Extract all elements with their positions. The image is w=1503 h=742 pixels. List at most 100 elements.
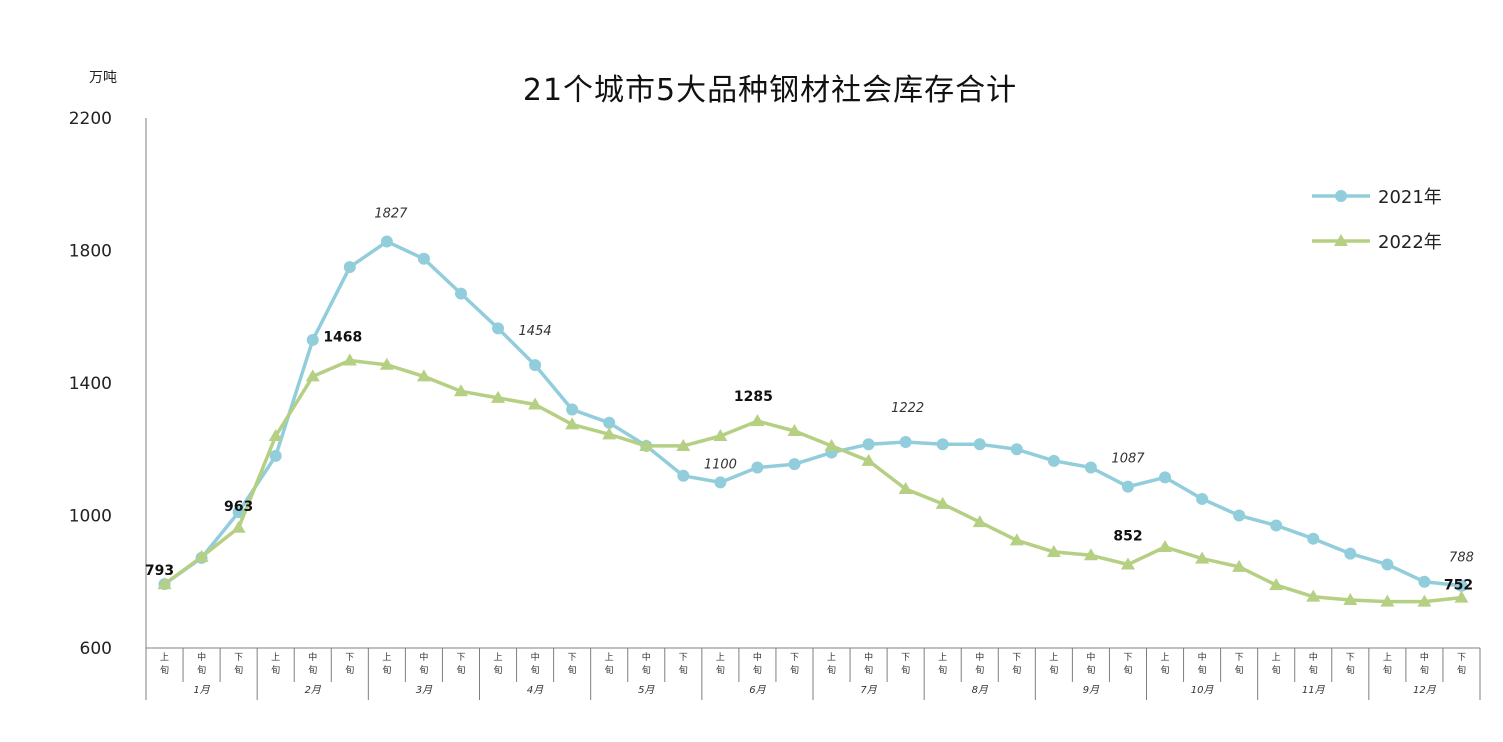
x-tick-label: 旬: [160, 664, 169, 676]
x-tick-label: 中: [308, 651, 317, 663]
x-tick-label: 下: [234, 653, 243, 663]
x-tick-label: 下: [679, 653, 688, 663]
x-tick-label: 上: [1383, 652, 1392, 663]
data-label: 963: [224, 499, 253, 515]
data-point: [1380, 594, 1395, 607]
x-tick-label: 中: [1420, 651, 1429, 663]
x-tick-label: 旬: [1420, 664, 1429, 676]
data-label: 793: [145, 563, 174, 579]
data-point: [973, 438, 986, 451]
x-tick-label: 下: [1235, 653, 1244, 663]
x-tick-label: 中: [753, 651, 762, 663]
data-point: [936, 438, 949, 451]
x-tick-label: 旬: [679, 664, 688, 676]
data-point: [676, 438, 691, 451]
y-unit-label: 万吨: [89, 70, 117, 86]
x-tick-label: 中: [419, 651, 428, 663]
x-tick-label: 旬: [642, 664, 651, 676]
data-point: [231, 520, 246, 533]
x-tick-label: 旬: [419, 664, 428, 676]
legend: 2021年 2022年: [1312, 187, 1442, 253]
y-tick-label: 1400: [69, 374, 112, 394]
x-tick-label: 下: [456, 653, 465, 663]
x-tick-label: 中: [975, 651, 984, 663]
x-tick-label: 旬: [790, 664, 799, 676]
y-tick-label: 1800: [69, 242, 112, 262]
x-tick-label: 旬: [1161, 664, 1170, 676]
legend-label: 2021年: [1378, 187, 1442, 208]
data-point: [232, 506, 245, 519]
data-point: [417, 252, 430, 265]
data-point: [269, 449, 282, 462]
series-line: [163, 239, 1462, 588]
data-point: [491, 390, 506, 403]
data-point: [529, 359, 542, 372]
x-month-label: 11月: [1302, 685, 1326, 696]
data-point: [1307, 532, 1320, 545]
data-point: [714, 476, 727, 489]
data-point: [342, 353, 357, 366]
data-point: [157, 577, 172, 590]
x-month-label: 5月: [638, 685, 655, 696]
x-tick-label: 上: [1049, 652, 1058, 663]
x-tick-label: 上: [382, 652, 391, 663]
data-point: [1047, 454, 1060, 467]
x-month-label: 10月: [1191, 685, 1215, 696]
x-month-label: 1月: [193, 685, 210, 696]
data-point: [1455, 579, 1468, 592]
data-point: [602, 427, 617, 440]
data-point: [343, 261, 356, 274]
data-point: [935, 496, 950, 509]
x-tick-label: 旬: [1272, 664, 1281, 676]
x-tick-label: 下: [790, 653, 799, 663]
x-tick-label: 旬: [753, 664, 762, 676]
x-month-label: 12月: [1413, 685, 1437, 696]
data-point: [861, 453, 876, 466]
x-tick-label: 中: [1198, 651, 1207, 663]
data-point: [1084, 461, 1097, 474]
x-tick-label: 旬: [1123, 664, 1132, 676]
x-month-label: 2月: [305, 685, 322, 696]
x-tick-label: 上: [605, 652, 614, 663]
data-point: [972, 515, 987, 528]
data-point: [1158, 539, 1173, 552]
y-tick-label: 600: [80, 639, 112, 659]
x-tick-label: 旬: [234, 664, 243, 676]
x-tick-label: 上: [1272, 652, 1281, 663]
x-tick-label: 上: [494, 652, 503, 663]
x-tick-label: 旬: [1383, 664, 1392, 676]
data-point: [1196, 492, 1209, 505]
y-tick-label: 1000: [69, 507, 112, 527]
data-point: [1232, 559, 1247, 572]
data-point: [713, 429, 728, 441]
data-point: [898, 482, 913, 494]
data-point: [639, 438, 654, 451]
x-tick-label: 下: [568, 653, 577, 663]
chart-title: 21个城市5大品种钢材社会库存合计: [523, 73, 1017, 108]
x-tick-label: 中: [864, 651, 873, 663]
x-tick-label: 旬: [605, 664, 614, 676]
data-point: [453, 384, 468, 397]
x-month-label: 6月: [749, 685, 766, 696]
data-point: [380, 235, 393, 248]
x-tick-label: 旬: [1198, 664, 1207, 676]
data-point: [454, 287, 467, 300]
x-tick-label: 旬: [1012, 664, 1021, 676]
x-tick-label: 中: [531, 651, 540, 663]
x-tick-label: 中: [197, 651, 206, 663]
x-tick-label: 旬: [1235, 664, 1244, 676]
data-point: [1083, 548, 1098, 561]
data-point: [1381, 558, 1394, 571]
data-point: [899, 435, 912, 448]
data-point: [416, 369, 431, 382]
data-point: [1233, 509, 1246, 522]
data-label: 1468: [323, 329, 362, 345]
x-tick-label: 中: [1086, 651, 1095, 663]
data-point: [677, 469, 690, 482]
data-point: [305, 369, 320, 382]
data-point: [528, 397, 543, 410]
x-tick-label: 旬: [938, 664, 947, 676]
x-tick-label: 旬: [1049, 664, 1058, 676]
legend-marker: [1335, 190, 1347, 202]
